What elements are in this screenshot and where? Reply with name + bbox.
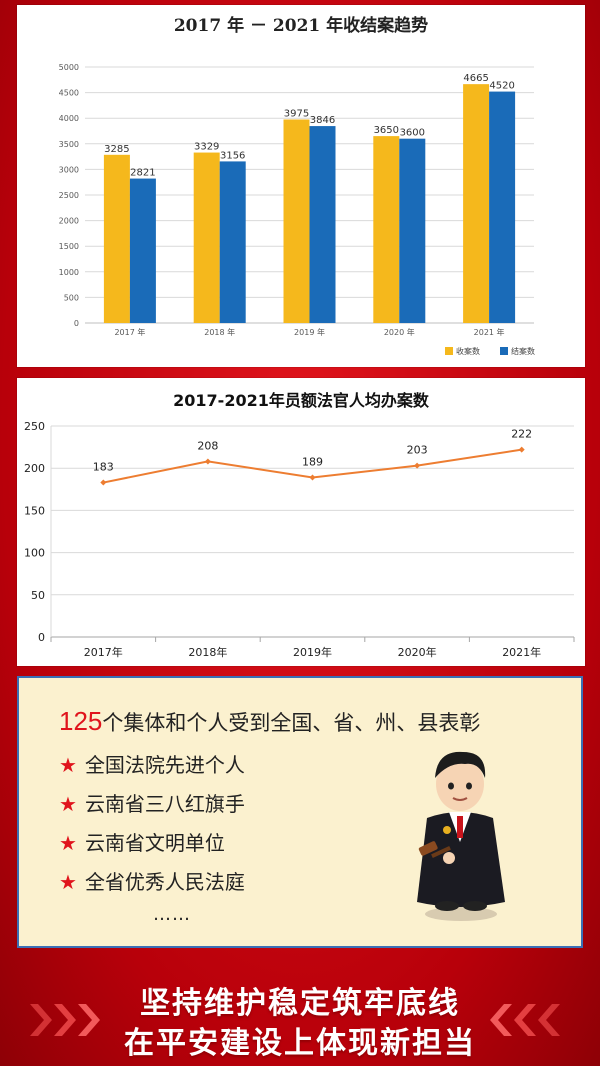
- case-trend-chart-panel: 2017 年 － 2021 年收结案趋势 3285 2821 3329 3156 397…: [17, 5, 585, 367]
- data-label: 4520: [489, 81, 514, 92]
- bar: [103, 154, 130, 323]
- honors-headline-text: 个集体和个人受到全国、省、州、县表彰: [102, 711, 481, 735]
- honor-item-label: 云南省三八红旗手: [84, 792, 245, 816]
- slogan-line-2: 在平安建设上体现新担当: [124, 1026, 476, 1061]
- bar: [219, 161, 246, 323]
- data-label: 3156: [220, 150, 245, 161]
- y-tick-label: 50: [31, 589, 45, 602]
- data-point: [100, 479, 107, 486]
- data-label: 2821: [130, 168, 155, 179]
- honors-panel: 125个集体和个人受到全国、省、州、县表彰 ★ 全国法院先进个人 ★ 云南省三八红旗…: [17, 676, 583, 948]
- data-label: 189: [302, 455, 323, 468]
- data-label: 203: [407, 444, 428, 457]
- right-chevrons-decoration: [490, 1004, 560, 1036]
- judge-illustration: [417, 751, 505, 921]
- bar: [309, 126, 336, 323]
- data-point: [309, 474, 316, 481]
- y-tick-label: 0: [74, 319, 79, 328]
- more-ellipsis: ……: [153, 904, 191, 925]
- bar: [283, 119, 310, 323]
- y-tick-label: 1500: [59, 242, 79, 251]
- y-tick-label: 150: [24, 504, 45, 517]
- y-tick-label: 1000: [59, 268, 79, 277]
- bar: [463, 84, 490, 323]
- x-tick-label: 2019 年: [294, 327, 325, 337]
- data-label: 208: [197, 439, 218, 452]
- data-label: 222: [511, 428, 532, 441]
- x-tick-label: 2017年: [84, 645, 123, 659]
- x-tick-label: 2018年: [188, 645, 227, 659]
- honor-item: ★ 全国法院先进个人: [59, 749, 245, 778]
- data-label: 4665: [463, 73, 488, 84]
- y-tick-label: 200: [24, 462, 45, 475]
- x-tick-label: 2021年: [502, 645, 541, 659]
- y-tick-label: 100: [24, 547, 45, 560]
- star-icon: ★: [59, 870, 77, 894]
- star-icon: ★: [59, 792, 77, 816]
- data-label: 3600: [400, 128, 425, 139]
- x-tick-label: 2020 年: [384, 327, 415, 337]
- bar: [193, 152, 220, 323]
- data-label: 183: [93, 461, 114, 474]
- y-tick-label: 2000: [59, 217, 79, 226]
- bar: [399, 138, 426, 323]
- data-label: 3285: [104, 144, 129, 155]
- honors-headline: 125个集体和个人受到全国、省、州、县表彰: [59, 706, 480, 737]
- star-icon: ★: [59, 753, 77, 777]
- data-point: [414, 462, 421, 469]
- honor-item-label: 云南省文明单位: [84, 831, 225, 855]
- y-tick-label: 4500: [59, 89, 79, 98]
- data-label: 3329: [194, 142, 219, 153]
- data-point: [518, 446, 525, 453]
- data-label: 3650: [374, 125, 399, 136]
- per-judge-cases-chart-panel: 2017-2021年员额法官人均办案数 183 208 189 203 222 2017…: [17, 378, 585, 666]
- y-tick-label: 0: [38, 631, 45, 644]
- star-icon: ★: [59, 831, 77, 855]
- y-tick-label: 2500: [59, 191, 79, 200]
- bar: [129, 178, 156, 323]
- bar: [489, 91, 516, 324]
- per-judge-cases-line-chart: 2017-2021年员额法官人均办案数 183 208 189 203 222 2017…: [24, 391, 575, 659]
- legend-label: 收案数: [456, 346, 480, 356]
- x-tick-label: 2017 年: [114, 327, 145, 337]
- y-tick-label: 3500: [59, 140, 79, 149]
- honor-item: ★ 云南省三八红旗手: [59, 788, 245, 817]
- y-tick-label: 5000: [59, 63, 79, 72]
- legend-swatch: [445, 347, 453, 355]
- legend-label: 结案数: [511, 346, 535, 356]
- slogan-line-1: 坚持维护稳定筑牢底线: [140, 986, 460, 1021]
- honors-count: 125: [59, 706, 103, 736]
- bar: [373, 136, 400, 323]
- x-tick-label: 2020年: [398, 645, 437, 659]
- left-chevrons-decoration: [30, 1004, 100, 1036]
- x-tick-label: 2018 年: [204, 327, 235, 337]
- y-tick-label: 250: [24, 420, 45, 433]
- honor-item: ★ 全省优秀人民法庭: [59, 866, 245, 895]
- chart-title: 2017-2021年员额法官人均办案数: [173, 391, 430, 410]
- x-tick-label: 2021 年: [474, 327, 505, 337]
- honor-item-label: 全国法院先进个人: [84, 753, 245, 777]
- honor-item: ★ 云南省文明单位: [59, 827, 225, 856]
- honor-item-label: 全省优秀人民法庭: [84, 870, 245, 894]
- data-point: [204, 458, 211, 465]
- data-label: 3975: [284, 108, 309, 119]
- y-tick-label: 4000: [59, 114, 79, 123]
- chart-title: 2017 年 － 2021 年收结案趋势: [174, 15, 428, 36]
- x-tick-label: 2019年: [293, 645, 332, 659]
- y-tick-label: 3000: [59, 165, 79, 174]
- legend-swatch: [500, 347, 508, 355]
- y-tick-label: 500: [64, 293, 79, 302]
- data-label: 3846: [310, 115, 335, 126]
